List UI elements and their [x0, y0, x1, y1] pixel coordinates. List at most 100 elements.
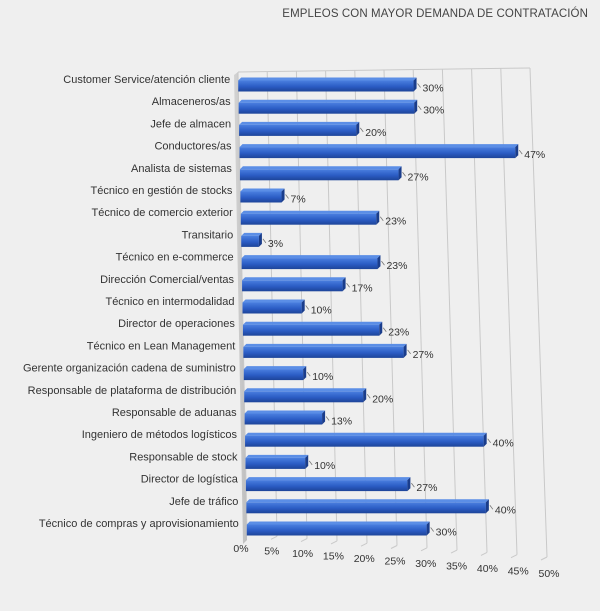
category-label: Ingeniero de métodos logísticos — [82, 429, 238, 441]
bar — [246, 521, 430, 536]
bar-end-face — [342, 277, 346, 292]
value-leader — [382, 327, 387, 332]
category-label: Customer Service/atención cliente — [63, 74, 230, 86]
value-label: 10% — [314, 460, 335, 472]
bar-front-face — [241, 235, 259, 247]
value-leader — [487, 438, 492, 443]
category-label: Almaceneros/as — [152, 96, 231, 108]
bar — [241, 255, 381, 270]
category-label: Técnico en e-commerce — [116, 252, 234, 264]
bar-top-face — [242, 299, 305, 303]
bar-front-face — [239, 124, 357, 136]
bar-top-face — [238, 77, 417, 81]
value-label: 10% — [312, 371, 333, 383]
bar — [242, 277, 346, 292]
value-label: 7% — [291, 194, 306, 206]
bar-end-face — [301, 299, 305, 314]
value-label: 10% — [311, 305, 332, 317]
bar-front-face — [242, 324, 380, 336]
value-label: 23% — [386, 260, 407, 272]
bar-end-face — [515, 144, 519, 159]
value-label: 47% — [524, 149, 545, 161]
value-leader — [411, 482, 415, 488]
bar-top-face — [240, 210, 380, 214]
value-leader — [430, 527, 434, 532]
bar-end-face — [485, 499, 489, 514]
bar-end-face — [377, 255, 381, 270]
bar-front-face — [243, 346, 404, 358]
bar-front-face — [245, 457, 306, 469]
labels-layer: 0% 5% 10% 15% 20% 25% 30% 35% 40% 45% 50% 30% Custom… — [23, 74, 560, 580]
bar-top-face — [238, 99, 418, 103]
bar-end-face — [403, 343, 407, 358]
gridline — [354, 70, 368, 544]
value-label: 30% — [436, 527, 457, 539]
x-tick-label: 5% — [264, 546, 279, 558]
gridline-foot — [420, 547, 428, 552]
gridline — [441, 69, 458, 551]
gridline-foot — [270, 535, 278, 540]
gridline-foot — [540, 556, 548, 561]
bar-end-face — [281, 188, 285, 203]
value-label: 23% — [388, 327, 409, 339]
value-leader — [417, 83, 421, 88]
gridline-foot — [390, 545, 398, 549]
value-label: 27% — [413, 349, 434, 361]
gridline-foot — [360, 542, 368, 547]
x-tick-label: 30% — [415, 558, 436, 570]
bar-end-face — [376, 210, 380, 225]
value-label: 3% — [268, 238, 283, 250]
value-leader — [306, 371, 311, 377]
bar — [245, 477, 411, 492]
bar-end-face — [483, 432, 487, 447]
bar-end-face — [414, 99, 418, 114]
value-leader — [518, 149, 523, 155]
category-label: Analista de sistemas — [131, 163, 232, 175]
value-leader — [407, 349, 411, 355]
bar-top-face — [241, 255, 381, 259]
bar — [243, 343, 407, 358]
bar — [241, 232, 262, 247]
bar — [246, 499, 489, 514]
bar-top-face — [239, 144, 519, 148]
value-label: 27% — [408, 171, 429, 183]
bar-top-face — [246, 521, 430, 525]
category-label: Responsable de plataforma de distribució… — [28, 385, 237, 397]
bar — [238, 77, 417, 92]
bar-front-face — [242, 280, 343, 292]
bar-top-face — [239, 121, 360, 125]
bar-end-face — [398, 166, 402, 181]
x-tick-label: 45% — [508, 566, 529, 578]
bar — [238, 99, 418, 114]
bar-front-face — [242, 302, 302, 314]
bar — [239, 121, 360, 136]
category-label: Técnico de compras y aprovisionamiento — [39, 518, 239, 530]
bar-front-face — [239, 147, 516, 159]
bar-front-face — [240, 213, 377, 225]
bar-front-face — [239, 169, 399, 181]
bar-end-face — [407, 477, 411, 492]
bar-top-face — [246, 499, 489, 503]
value-leader — [346, 283, 350, 288]
category-label: Técnico de comercio exterior — [92, 207, 234, 219]
category-label: Técnico en gestión de stocks — [91, 185, 233, 197]
category-label: Gerente organización cadena de suministr… — [23, 363, 236, 375]
bar-top-face — [243, 366, 307, 370]
value-label: 20% — [365, 127, 386, 139]
gridline-foot — [510, 554, 518, 559]
bar — [245, 454, 309, 469]
bar — [239, 144, 519, 159]
bar-front-face — [240, 191, 282, 203]
value-label: 20% — [372, 393, 393, 405]
x-tick-label: 10% — [292, 548, 313, 560]
value-label: 40% — [493, 438, 514, 450]
category-label: Jefe de tráfico — [169, 496, 238, 508]
value-label: 30% — [423, 105, 444, 117]
gridline-foot — [450, 549, 458, 554]
bar-front-face — [243, 369, 304, 381]
value-label: 30% — [423, 83, 444, 95]
bar — [243, 366, 307, 381]
bar-end-face — [356, 121, 360, 136]
bar — [240, 210, 380, 225]
